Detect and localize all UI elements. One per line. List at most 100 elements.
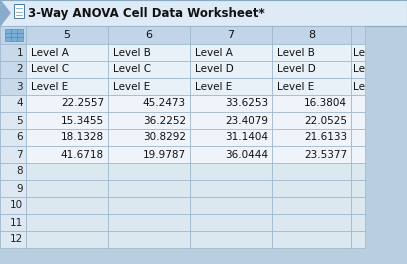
Text: 8: 8 (16, 167, 23, 177)
Bar (190, 163, 272, 180)
Text: 9: 9 (16, 183, 23, 194)
Bar (0, 231, 26, 248)
Bar (11, 33, 17, 37)
Bar (351, 180, 365, 197)
Bar (190, 214, 272, 231)
Bar (108, 78, 190, 95)
Bar (14, 4, 24, 18)
Bar (108, 26, 190, 44)
Text: 3-Way ANOVA Cell Data Worksheet*: 3-Way ANOVA Cell Data Worksheet* (28, 7, 265, 20)
Bar (0, 214, 26, 231)
Text: 5: 5 (63, 30, 70, 40)
Text: 7: 7 (16, 149, 23, 159)
Bar (108, 61, 190, 78)
Text: 23.5377: 23.5377 (304, 149, 347, 159)
Text: Level E: Level E (277, 82, 314, 92)
Text: 11: 11 (10, 218, 23, 228)
Text: Level A: Level A (31, 48, 69, 58)
Bar (272, 112, 351, 129)
Bar (272, 95, 351, 112)
Bar (190, 146, 272, 163)
Text: Level B: Level B (113, 48, 151, 58)
Bar (190, 61, 272, 78)
Text: Level E: Level E (195, 82, 232, 92)
Bar (272, 180, 351, 197)
Bar (351, 163, 365, 180)
Bar (0, 0, 407, 26)
Bar (0, 44, 26, 61)
Text: Level C: Level C (31, 64, 69, 74)
Text: Level D: Level D (195, 64, 234, 74)
Bar (0, 95, 26, 112)
Polygon shape (0, 0, 10, 26)
Bar (190, 197, 272, 214)
Bar (190, 78, 272, 95)
Bar (272, 44, 351, 61)
Text: 33.6253: 33.6253 (225, 98, 268, 109)
Text: 5: 5 (16, 116, 23, 125)
Bar (0, 112, 26, 129)
Bar (351, 231, 365, 248)
Bar (0, 61, 26, 78)
Bar (272, 163, 351, 180)
Bar (108, 44, 190, 61)
Text: 21.6133: 21.6133 (304, 133, 347, 143)
Bar (351, 26, 365, 44)
Bar (11, 37, 17, 41)
Bar (26, 129, 108, 146)
Text: 8: 8 (308, 30, 315, 40)
Bar (190, 129, 272, 146)
Bar (26, 61, 108, 78)
Bar (17, 37, 23, 41)
Text: 31.1404: 31.1404 (225, 133, 268, 143)
Text: 22.0525: 22.0525 (304, 116, 347, 125)
Text: 2: 2 (16, 64, 23, 74)
Bar (0, 78, 26, 95)
Text: Le: Le (353, 82, 365, 92)
Bar (5, 29, 11, 33)
Bar (190, 180, 272, 197)
Text: Le: Le (353, 48, 365, 58)
Bar (272, 214, 351, 231)
Bar (272, 61, 351, 78)
Bar (17, 33, 23, 37)
Text: 30.8292: 30.8292 (143, 133, 186, 143)
Bar (108, 129, 190, 146)
Text: Level A: Level A (195, 48, 233, 58)
Bar (351, 95, 365, 112)
Text: 7: 7 (228, 30, 234, 40)
Bar (108, 214, 190, 231)
Bar (26, 44, 108, 61)
Bar (272, 26, 351, 44)
Bar (26, 180, 108, 197)
Bar (351, 214, 365, 231)
Bar (108, 231, 190, 248)
Text: 45.2473: 45.2473 (143, 98, 186, 109)
Bar (0, 129, 26, 146)
Bar (351, 146, 365, 163)
Text: Level E: Level E (31, 82, 68, 92)
Bar (0, 197, 26, 214)
Text: Level B: Level B (277, 48, 315, 58)
Bar (272, 78, 351, 95)
Bar (0, 163, 26, 180)
Bar (108, 197, 190, 214)
Bar (108, 146, 190, 163)
Bar (26, 231, 108, 248)
Bar (351, 129, 365, 146)
Bar (351, 197, 365, 214)
Text: 18.1328: 18.1328 (61, 133, 104, 143)
Text: 6: 6 (145, 30, 153, 40)
Bar (0, 146, 26, 163)
Bar (190, 95, 272, 112)
Bar (17, 29, 23, 33)
Bar (272, 146, 351, 163)
Bar (108, 180, 190, 197)
Text: 36.0444: 36.0444 (225, 149, 268, 159)
Bar (0, 180, 26, 197)
Bar (190, 44, 272, 61)
Bar (26, 214, 108, 231)
Text: 16.3804: 16.3804 (304, 98, 347, 109)
Bar (272, 231, 351, 248)
Bar (5, 33, 11, 37)
